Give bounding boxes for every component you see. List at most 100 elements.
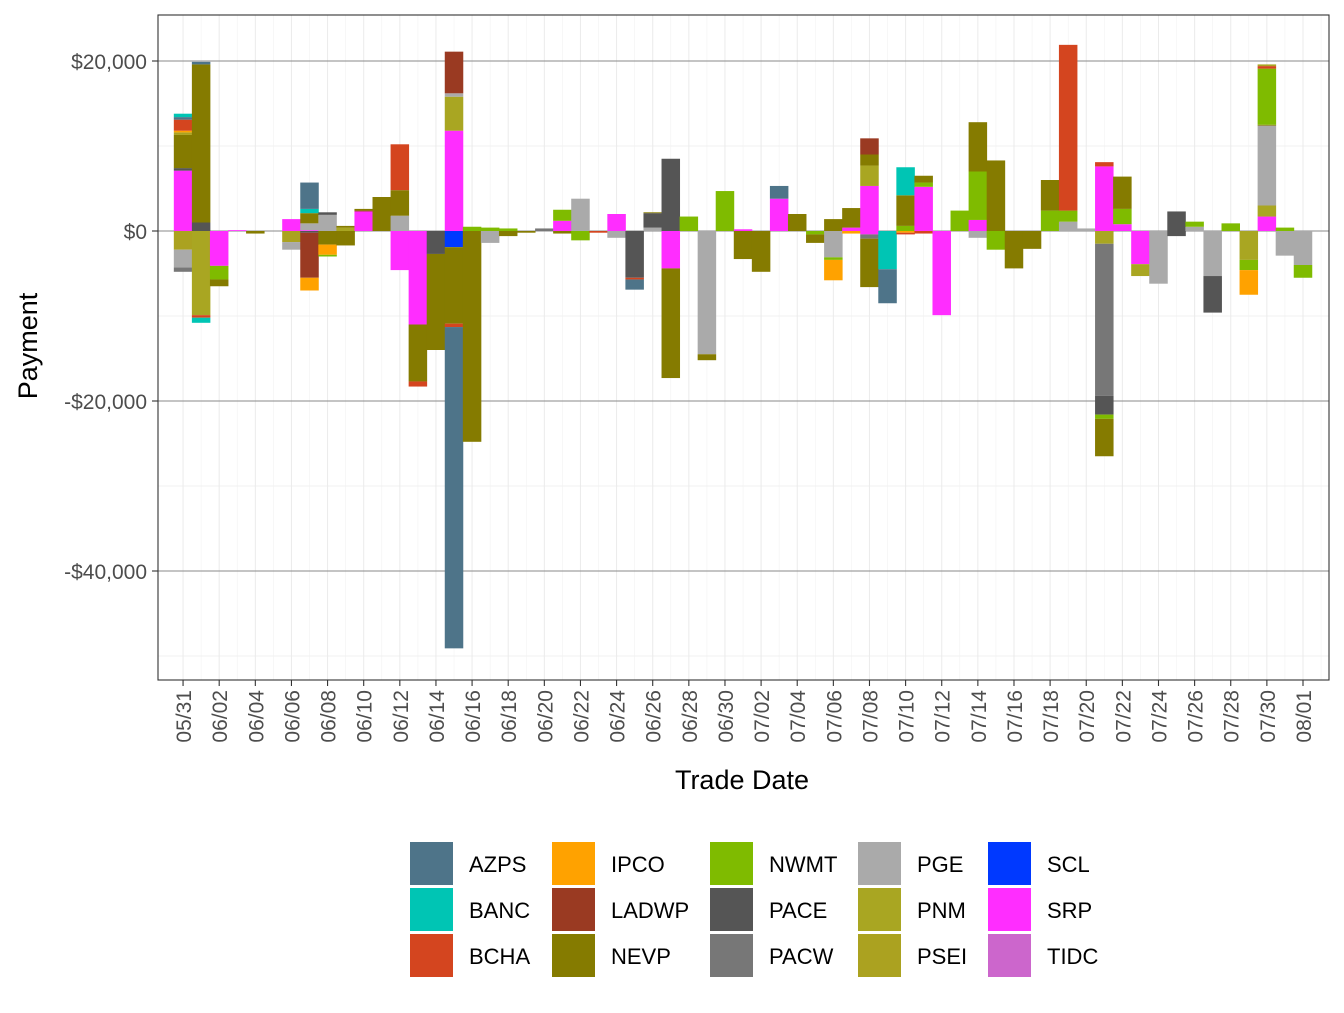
bar-segment-nevp bbox=[1022, 231, 1042, 249]
bar-segment-pace bbox=[300, 231, 319, 233]
bar-segment-pge bbox=[1058, 221, 1078, 231]
bar-segment-pge bbox=[1076, 228, 1096, 231]
bar-segment-nevp bbox=[246, 231, 265, 234]
bar-segment-srp bbox=[282, 219, 301, 231]
x-tick-label: 07/18 bbox=[1040, 690, 1063, 743]
bar-segment-pge bbox=[1293, 231, 1313, 265]
legend-swatch bbox=[858, 888, 901, 931]
bar-segment-nevp bbox=[986, 160, 1006, 231]
bar-segment-ipco bbox=[173, 130, 193, 133]
bar-segment-pge bbox=[444, 93, 464, 97]
bar-segment-nwmt bbox=[318, 254, 337, 257]
x-tick-label: 05/31 bbox=[173, 690, 196, 743]
bar-segment-nevp bbox=[968, 122, 988, 172]
bar-segment-pace bbox=[1167, 231, 1186, 237]
bar-segment-nevp bbox=[1095, 418, 1114, 457]
bar-segment-pace bbox=[643, 213, 662, 228]
bar-segment-pge bbox=[282, 242, 301, 250]
x-tick-label: 07/20 bbox=[1076, 690, 1099, 743]
legend-label: BANC bbox=[469, 898, 530, 923]
legend-item-ladwp: LADWP bbox=[552, 888, 689, 931]
x-tick-label: 06/28 bbox=[679, 690, 702, 743]
bar-segment-pge bbox=[697, 231, 717, 355]
legend-swatch bbox=[552, 842, 595, 885]
legend-item-pge: PGE bbox=[858, 842, 963, 885]
bar-segment-nwmt bbox=[1221, 223, 1240, 231]
legend-item-nevp: NEVP bbox=[552, 934, 671, 977]
legend-item-pnm: PNM bbox=[858, 888, 966, 931]
bar-segment-pace bbox=[173, 168, 193, 171]
bar-segment-banc bbox=[878, 231, 897, 270]
bar-segment-nevp bbox=[1040, 180, 1060, 211]
bar-segment-pge bbox=[824, 231, 843, 258]
plot-panel-border bbox=[157, 14, 1330, 681]
x-tick-label: 07/30 bbox=[1257, 690, 1280, 743]
bar-segment-nevp bbox=[517, 231, 536, 233]
bar-segment-srp bbox=[390, 231, 410, 271]
bar-segment-pnm bbox=[444, 96, 464, 131]
x-tick-label: 06/16 bbox=[462, 690, 485, 743]
bar-segment-ipco bbox=[896, 231, 915, 233]
bar-segment-azps bbox=[878, 269, 897, 304]
bar-segment-pge bbox=[643, 227, 662, 231]
bar-segment-pnm bbox=[1257, 205, 1277, 217]
bar-segment-azps bbox=[769, 185, 789, 199]
x-tick-label: 06/10 bbox=[354, 690, 377, 743]
bar-segment-srp bbox=[860, 231, 879, 235]
x-tick-label: 06/04 bbox=[245, 690, 268, 743]
bar-segment-srp bbox=[932, 231, 951, 316]
x-tick-label: 06/20 bbox=[534, 690, 557, 743]
bar-segment-nwmt bbox=[498, 228, 518, 231]
legend-swatch bbox=[988, 888, 1031, 931]
legend-swatch bbox=[552, 888, 595, 931]
x-tick-label: 07/04 bbox=[787, 690, 810, 743]
bar-segment-pge bbox=[607, 231, 626, 238]
bar-segment-nwmt bbox=[1058, 210, 1078, 222]
legend-label: SRP bbox=[1047, 898, 1092, 923]
x-tick-label: 07/02 bbox=[751, 690, 774, 743]
legend-label: IPCO bbox=[611, 852, 665, 877]
legend-swatch bbox=[552, 934, 595, 977]
bar-segment-psei bbox=[173, 231, 193, 250]
bar-segment-nwmt bbox=[1293, 265, 1313, 278]
bar-segment-nevp bbox=[751, 231, 771, 272]
bar-segment-nwmt bbox=[824, 257, 843, 260]
bar-segment-bcha bbox=[1058, 44, 1078, 211]
legend-label: PSEI bbox=[917, 944, 967, 969]
x-tick-label: 07/14 bbox=[968, 690, 991, 743]
bar-segment-ipco bbox=[318, 244, 337, 255]
bar-segment-nwmt bbox=[986, 231, 1006, 250]
bar-segment-bcha bbox=[589, 231, 608, 233]
bar-segment-srp bbox=[842, 227, 861, 231]
bar-segment-nevp bbox=[806, 234, 825, 243]
bar-segment-pace bbox=[426, 231, 446, 254]
bar-segment-nevp bbox=[914, 175, 933, 183]
bar-segment-srp bbox=[769, 198, 789, 231]
bar-series bbox=[173, 44, 1313, 649]
bar-segment-nevp bbox=[336, 225, 355, 228]
x-tick-label: 06/08 bbox=[318, 690, 341, 743]
bar-segment-nwmt bbox=[209, 265, 229, 280]
legend-label: TIDC bbox=[1047, 944, 1098, 969]
bar-segment-pge bbox=[1257, 125, 1277, 206]
bar-segment-srp bbox=[173, 170, 193, 231]
x-tick-label: 06/02 bbox=[209, 690, 232, 743]
legend: AZPS BANC BCHA IPCO LADWP NEVP NWMT PACE PACW PGE… bbox=[410, 842, 1098, 977]
bar-segment-azps bbox=[444, 327, 464, 649]
bar-segment-pnm bbox=[336, 227, 355, 231]
bar-segment-pnm bbox=[1257, 64, 1277, 67]
x-tick-label: 07/28 bbox=[1221, 690, 1244, 743]
legend-label: PACW bbox=[769, 944, 834, 969]
bar-segment-pge bbox=[571, 198, 590, 231]
bar-segment-bcha bbox=[408, 381, 428, 387]
bar-segment-bcha bbox=[390, 144, 410, 191]
legend-item-pace: PACE bbox=[710, 888, 827, 931]
x-tick-label: 07/22 bbox=[1112, 690, 1135, 743]
bar-segment-banc bbox=[191, 317, 211, 323]
bar-segment-nevp bbox=[498, 231, 518, 237]
bar-segment-nevp bbox=[896, 195, 915, 226]
bar-segment-pge bbox=[1185, 226, 1204, 231]
bar-segment-srp bbox=[444, 130, 464, 231]
legend-label: PNM bbox=[917, 898, 966, 923]
